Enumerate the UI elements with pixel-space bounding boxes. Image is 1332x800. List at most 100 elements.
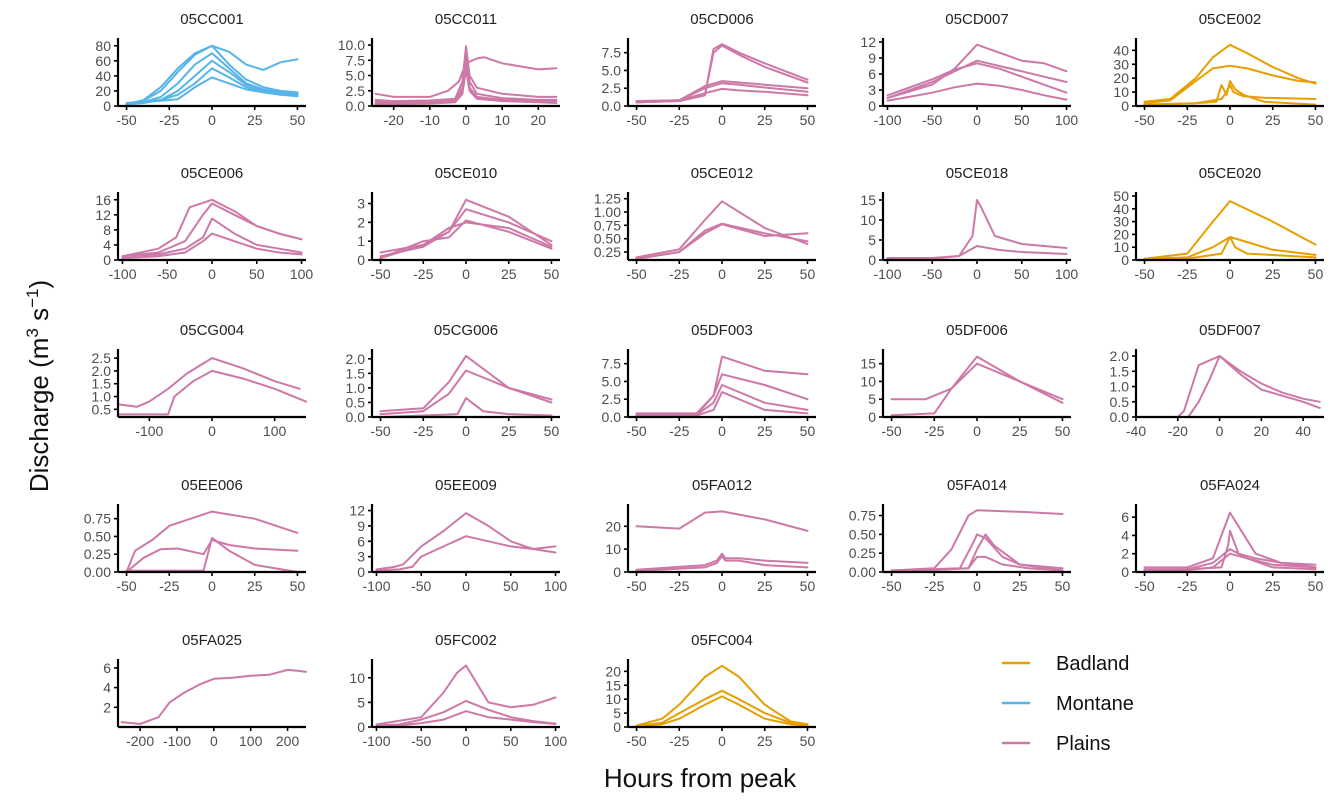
y-tick-label: 0.0 bbox=[602, 98, 622, 114]
x-tick-label: -50 bbox=[881, 578, 901, 594]
y-tick-label: 8 bbox=[103, 222, 111, 238]
series-line-plains bbox=[890, 533, 1064, 572]
panel-title: 05FA014 bbox=[947, 477, 1007, 494]
x-tick-label: -200 bbox=[126, 733, 154, 749]
x-tick-label: 100 bbox=[239, 733, 263, 749]
x-tick-label: 0 bbox=[1216, 423, 1224, 439]
series-line-plains bbox=[379, 369, 553, 416]
x-tick-label: 25 bbox=[1012, 423, 1028, 439]
x-tick-label: 25 bbox=[1265, 578, 1281, 594]
y-tick-label: 9 bbox=[357, 518, 365, 534]
x-tick-label: 25 bbox=[247, 578, 263, 594]
y-tick-label: 3 bbox=[357, 196, 365, 212]
x-tick-label: 0 bbox=[718, 733, 726, 749]
x-tick-label: -25 bbox=[669, 266, 689, 282]
panel-05FA012: 05FA012 0 10 20 -50 -25 0 25 50 bbox=[605, 477, 816, 594]
x-tick-label: 0 bbox=[973, 266, 981, 282]
y-tick-label: 2 bbox=[1121, 546, 1129, 562]
y-tick-label: 80 bbox=[95, 38, 111, 54]
y-tick-label: 0 bbox=[613, 719, 621, 735]
series-line-plains bbox=[374, 56, 558, 98]
series-line-plains bbox=[886, 43, 1068, 99]
panel-title: 05CD006 bbox=[690, 11, 753, 28]
series-line-plains bbox=[890, 355, 1064, 417]
y-tick-label: 20 bbox=[605, 518, 621, 534]
series-line-plains bbox=[635, 222, 809, 260]
series-line-plains bbox=[375, 664, 557, 726]
y-tick-label: 1.0 bbox=[346, 380, 366, 396]
panel-05CC011: 05CC011 0.02.55.07.510.0 -20 -10 0 10 20 bbox=[338, 11, 560, 128]
y-tick-label: 0.25 bbox=[84, 546, 111, 562]
y-tick-label: 0.25 bbox=[594, 244, 621, 260]
x-tick-label: 0 bbox=[1226, 112, 1234, 128]
x-tick-label: 100 bbox=[263, 423, 287, 439]
panel-title: 05CC011 bbox=[435, 11, 497, 28]
x-tick-label: 0 bbox=[718, 266, 726, 282]
series-line-plains bbox=[890, 533, 1064, 573]
legend: Badland Montane Plains bbox=[1002, 653, 1134, 755]
panel-05EE006: 05EE006 0.00 0.25 0.500.75 -50 -25 0 25 50 bbox=[84, 477, 306, 594]
x-tick-label: -50 bbox=[116, 578, 136, 594]
x-tick-label: -25 bbox=[159, 112, 179, 128]
y-tick-label: 10 bbox=[605, 541, 621, 557]
x-tick-label: -25 bbox=[669, 733, 689, 749]
x-tick-label: -50 bbox=[116, 112, 136, 128]
x-tick-label: 50 bbox=[800, 423, 816, 439]
panel-title: 05CE006 bbox=[181, 165, 244, 182]
y-tick-label: 5 bbox=[868, 391, 876, 407]
x-tick-label: -25 bbox=[1177, 578, 1197, 594]
series-line-plains bbox=[635, 223, 809, 260]
panel-05CG004: 05CG004 0.51.01.52.02.5 -100 0 100 bbox=[92, 322, 307, 439]
series-line-plains bbox=[379, 198, 553, 254]
x-tick-label: 0 bbox=[462, 578, 470, 594]
series-line-badland bbox=[1143, 64, 1317, 105]
y-tick-label: 16 bbox=[95, 192, 111, 208]
series-line-plains bbox=[1143, 529, 1317, 572]
x-tick-label: 100 bbox=[544, 733, 568, 749]
x-tick-label: 25 bbox=[1265, 112, 1281, 128]
y-tick-label: 40 bbox=[95, 68, 111, 84]
panel-title: 05FA025 bbox=[182, 632, 242, 649]
y-tick-label: 0 bbox=[1121, 564, 1129, 580]
x-tick-label: 0 bbox=[462, 112, 470, 128]
x-tick-label: 10 bbox=[494, 112, 510, 128]
y-tick-label: 2.0 bbox=[1110, 348, 1130, 364]
y-tick-label: 0.75 bbox=[84, 511, 111, 527]
panel-05FA014: 05FA014 0.00 0.25 0.50 0.75 -50 -25 0 25 50 bbox=[849, 477, 1071, 594]
y-tick-label: 0.0 bbox=[602, 409, 622, 425]
panel-title: 05FA024 bbox=[1200, 477, 1260, 494]
x-tick-label: 50 bbox=[800, 266, 816, 282]
x-tick-label: 100 bbox=[1055, 112, 1079, 128]
x-tick-label: -25 bbox=[1177, 266, 1197, 282]
panel-05FC002: 05FC002 0 5 10 -100 -50 0 50 100 bbox=[349, 632, 567, 749]
x-tick-label: -100 bbox=[163, 733, 191, 749]
x-tick-label: 20 bbox=[531, 112, 547, 128]
y-tick-label: 20 bbox=[605, 663, 621, 679]
x-tick-label: -100 bbox=[873, 266, 901, 282]
series-line-plains bbox=[886, 62, 1068, 97]
series-line-badland bbox=[1143, 200, 1317, 260]
x-tick-label: -50 bbox=[1134, 266, 1154, 282]
y-tick-label: 0.5 bbox=[346, 394, 366, 410]
y-tick-label: 0.75 bbox=[594, 217, 621, 233]
y-tick-label: 6 bbox=[1121, 509, 1129, 525]
series-line-plains bbox=[374, 45, 558, 103]
y-tick-label: 0.5 bbox=[92, 401, 112, 417]
x-tick-label: -40 bbox=[1126, 423, 1146, 439]
x-tick-label: 25 bbox=[757, 578, 773, 594]
y-tick-label: 2.5 bbox=[346, 83, 366, 99]
x-tick-label: -50 bbox=[922, 112, 942, 128]
series-line-plains bbox=[375, 512, 557, 571]
y-tick-label: 15 bbox=[860, 356, 876, 372]
series-line-plains bbox=[375, 535, 557, 572]
y-tick-label: 1.5 bbox=[346, 365, 366, 381]
panel-title: 05CG006 bbox=[434, 322, 498, 339]
y-tick-label: 20 bbox=[95, 83, 111, 99]
series-line-plains bbox=[125, 510, 299, 573]
legend-label-plains: Plains bbox=[1056, 733, 1110, 755]
x-tick-label: 25 bbox=[247, 112, 263, 128]
series-line-plains bbox=[121, 232, 303, 260]
